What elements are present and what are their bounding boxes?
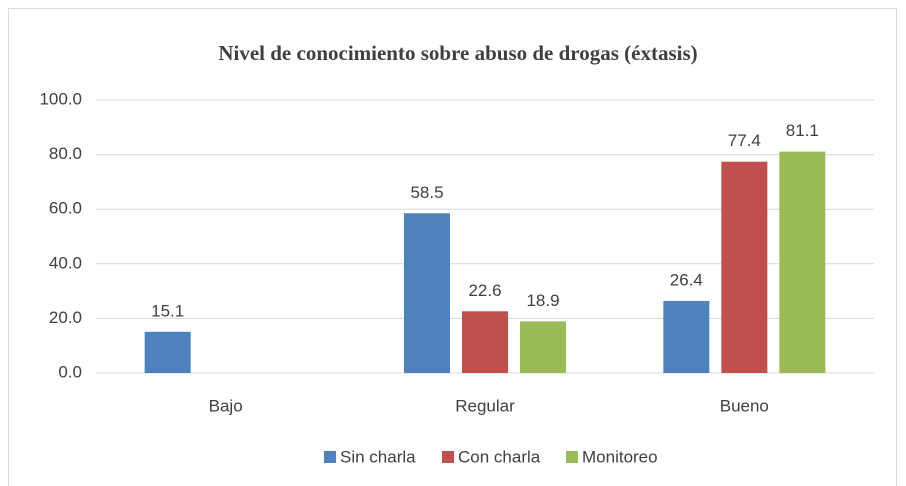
x-tick-label: Bajo <box>209 396 243 415</box>
data-label: 26.4 <box>670 270 703 289</box>
data-label: 18.9 <box>526 291 559 310</box>
bar <box>721 161 768 373</box>
bar <box>520 321 566 373</box>
bar <box>462 311 508 373</box>
data-label: 58.5 <box>410 183 443 202</box>
y-tick-label: 60.0 <box>49 199 82 218</box>
bar <box>663 300 710 373</box>
legend-label: Sin charla <box>340 447 416 466</box>
y-tick-label: 0.0 <box>58 362 82 381</box>
x-tick-label: Regular <box>455 396 515 415</box>
legend-swatch <box>566 451 578 463</box>
legend-label: Monitoreo <box>582 447 658 466</box>
y-tick-label: 40.0 <box>49 253 82 272</box>
x-tick-label: Bueno <box>720 396 769 415</box>
y-tick-label: 20.0 <box>49 308 82 327</box>
data-label: 77.4 <box>728 131 761 150</box>
data-label: 81.1 <box>786 121 819 140</box>
bar <box>404 213 450 373</box>
data-label: 22.6 <box>468 281 501 300</box>
bar <box>779 151 826 373</box>
chart-title: Nivel de conocimiento sobre abuso de dro… <box>218 41 697 65</box>
legend-swatch <box>442 451 454 463</box>
bar <box>144 331 191 373</box>
y-tick-label: 80.0 <box>49 144 82 163</box>
y-tick-label: 100.0 <box>39 89 82 108</box>
legend-swatch <box>324 451 336 463</box>
data-label: 15.1 <box>151 301 184 320</box>
legend-label: Con charla <box>458 447 541 466</box>
